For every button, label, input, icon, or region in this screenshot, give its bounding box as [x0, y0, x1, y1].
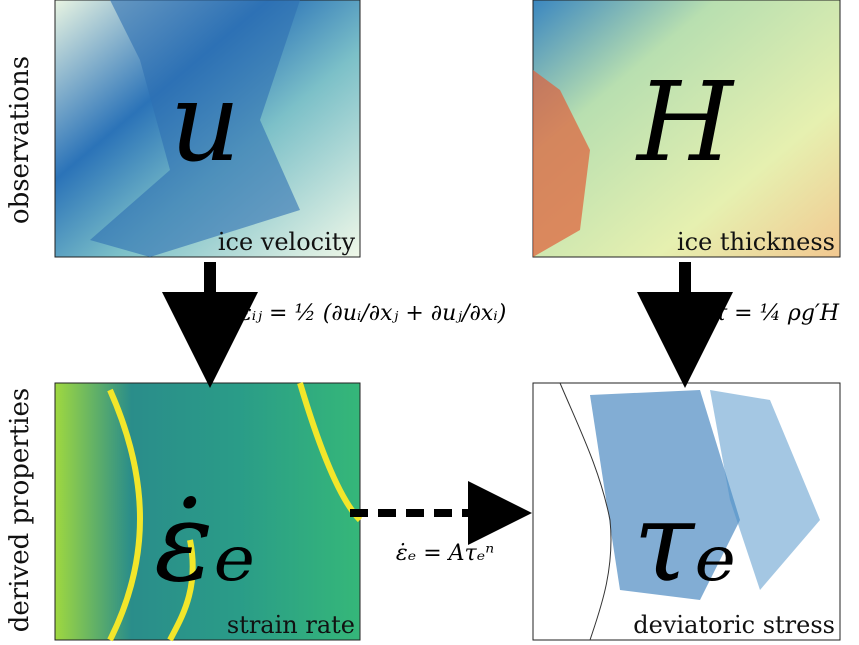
row-label: derived properties [5, 388, 35, 632]
panel-caption: ice velocity [218, 228, 356, 256]
panel-caption: strain rate [227, 611, 355, 639]
panel-symbol: ε̇ₑ [154, 478, 256, 606]
row-label: observations [5, 56, 35, 224]
panel-caption: deviatoric stress [633, 611, 835, 639]
diagram: observations derived properties u ice ve… [0, 0, 859, 645]
equation: ε̇ₑ = Aτₑⁿ [396, 541, 494, 566]
panel-symbol: u [170, 58, 241, 186]
panel-caption: ice thickness [677, 228, 835, 256]
panel-symbol: τₑ [633, 478, 736, 606]
panel-symbol: H [635, 58, 735, 186]
equation: ε̇ᵢⱼ = ½ (∂uᵢ/∂xⱼ + ∂uⱼ/∂xᵢ) [240, 301, 506, 326]
equation: τ = ¼ ρg′H [715, 301, 840, 326]
